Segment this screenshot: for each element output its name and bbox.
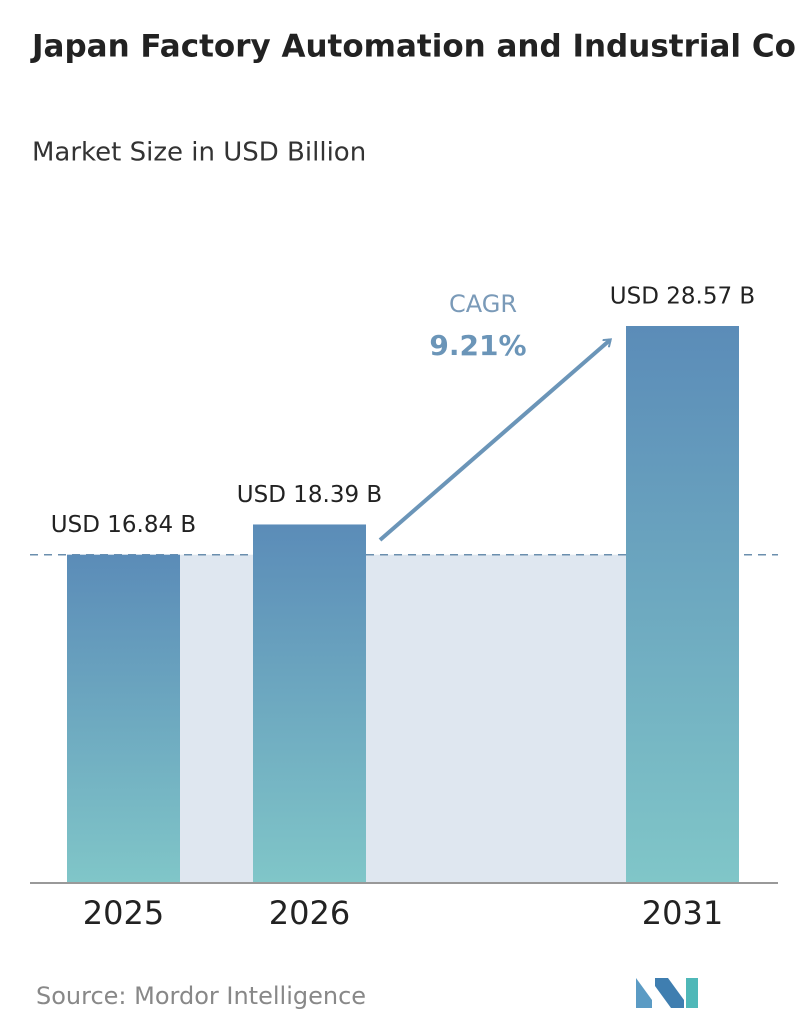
cagr-arrow bbox=[378, 340, 610, 542]
value-label: USD 18.39 B bbox=[237, 482, 382, 508]
bar bbox=[626, 326, 739, 883]
chart-title: Japan Factory Automation and Industrial … bbox=[30, 29, 796, 65]
bar bbox=[67, 554, 180, 883]
source: Source: Mordor Intelligence bbox=[36, 982, 366, 1010]
plot: USD 16.84 B 2025 USD 18.39 B 2026 USD 28.57 … bbox=[30, 284, 778, 932]
value-label: USD 28.57 B bbox=[610, 284, 755, 310]
x-tick-label: 2026 bbox=[269, 894, 350, 932]
x-tick-label: 2031 bbox=[642, 894, 723, 932]
bar bbox=[253, 524, 366, 883]
cagr-value: 9.21% bbox=[429, 329, 526, 362]
cagr-label: CAGR bbox=[449, 290, 517, 318]
logo bbox=[636, 978, 698, 1008]
x-tick-label: 2025 bbox=[83, 894, 164, 932]
value-label: USD 16.84 B bbox=[51, 512, 196, 538]
chart-subtitle: Market Size in USD Billion bbox=[32, 138, 366, 168]
